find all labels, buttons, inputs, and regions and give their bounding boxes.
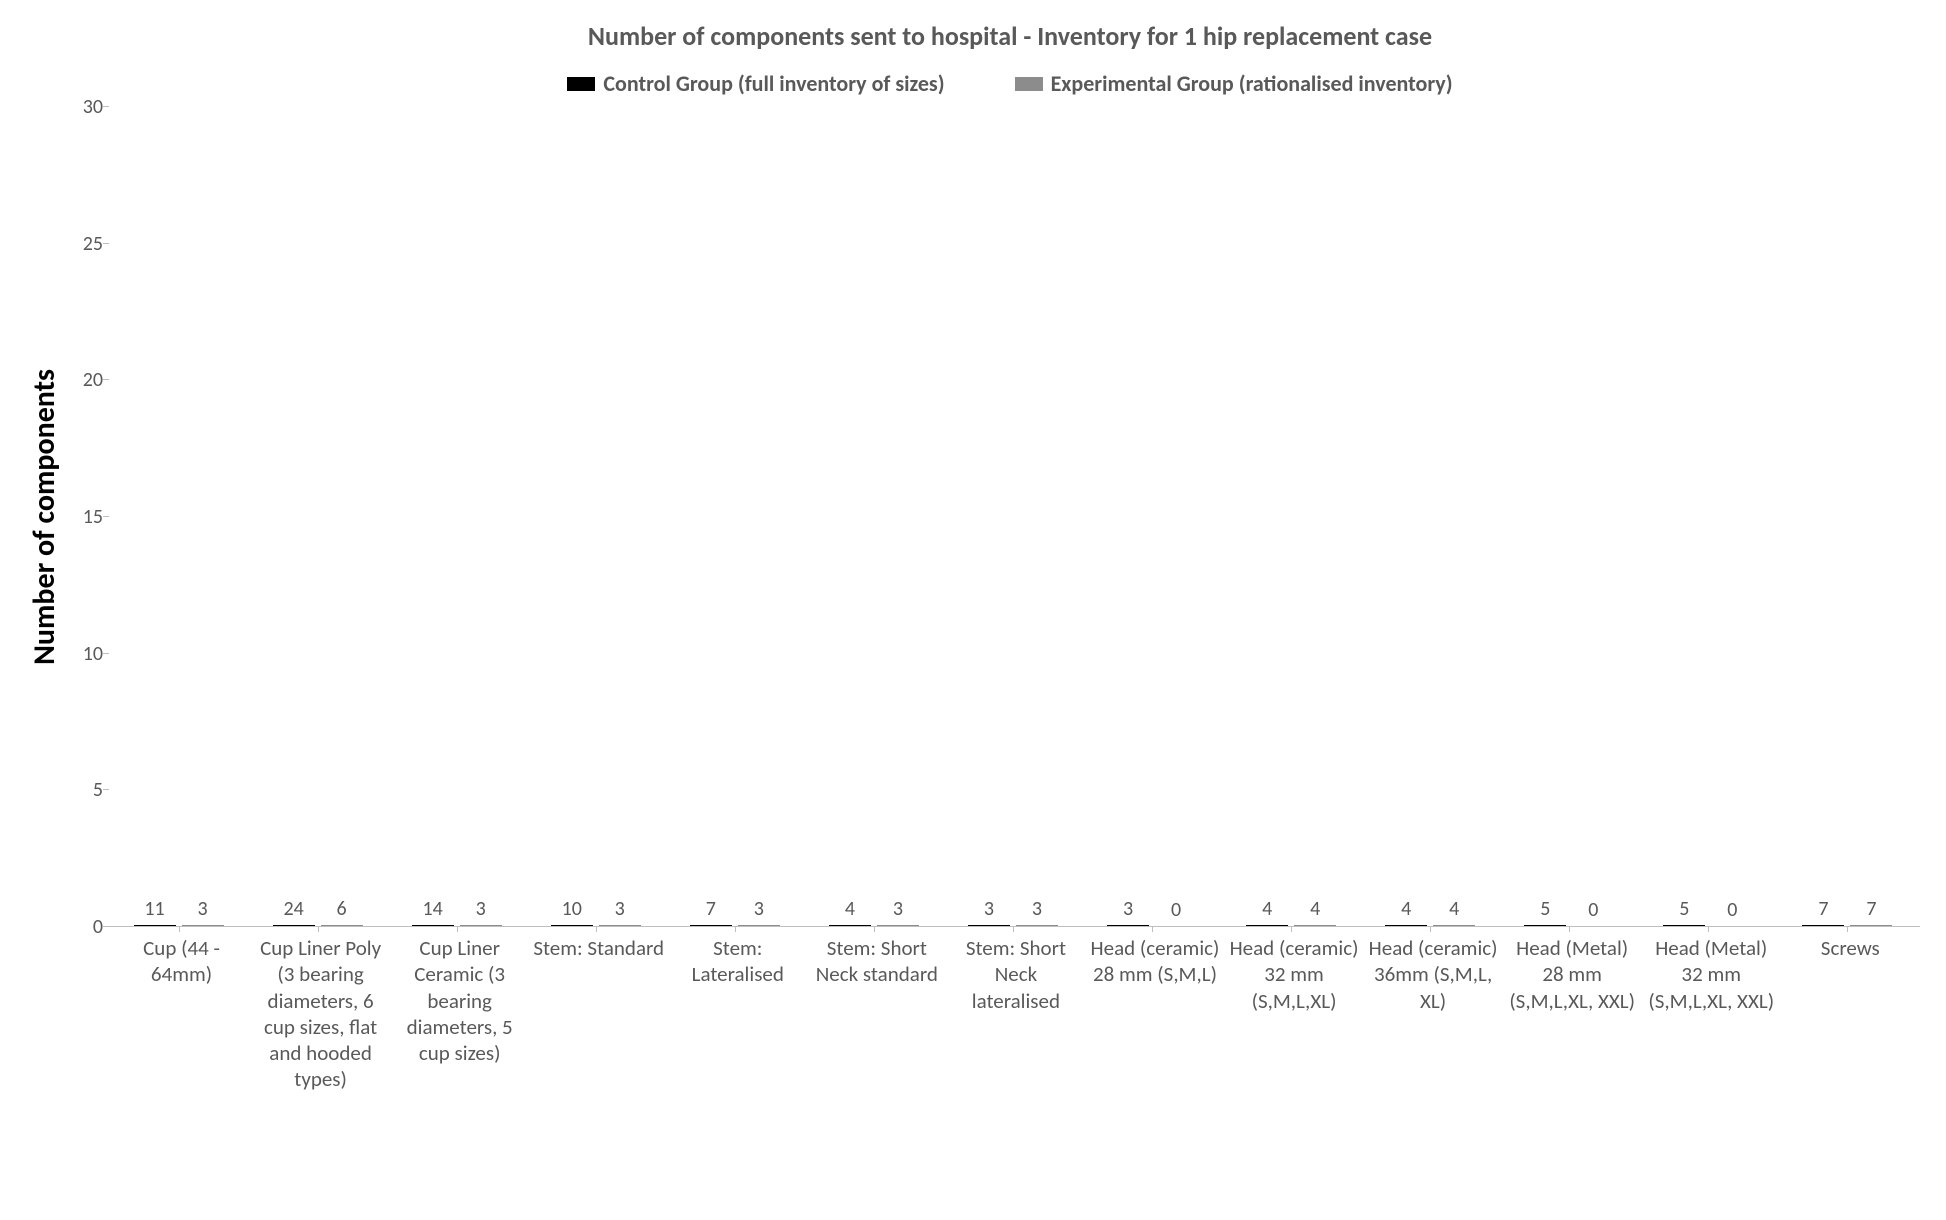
y-tick-label: 5 — [93, 778, 103, 802]
x-axis-labels: Cup (44 - 64mm)Cup Liner Poly (3 bearing… — [112, 927, 1920, 1093]
bar-value-label: 3 — [1123, 897, 1133, 925]
x-axis-label: Cup Liner Ceramic (3 bearing diameters, … — [390, 935, 529, 1093]
bar-experimental: 7 — [1850, 925, 1892, 926]
y-tick-label: 0 — [93, 915, 103, 939]
bar-experimental: 3 — [460, 925, 502, 926]
bar-value-label: 3 — [984, 897, 994, 925]
bar-experimental: 6 — [321, 925, 363, 926]
x-tick-mark — [1708, 926, 1709, 932]
y-axis-label: Number of components — [20, 369, 63, 665]
y-tick-label: 10 — [83, 642, 103, 666]
x-tick-mark — [318, 926, 319, 932]
x-axis-label: Head (ceramic) 28 mm (S,M,L) — [1085, 935, 1224, 1093]
bar-value-label: 4 — [1401, 897, 1411, 925]
x-axis-label: Head (ceramic) 36mm (S,M,L, XL) — [1364, 935, 1503, 1093]
plot: 113246143103734333304444505077 — [109, 107, 1920, 927]
legend: Control Group (full inventory of sizes) … — [100, 70, 1920, 97]
bar-experimental: 3 — [1016, 925, 1058, 926]
x-tick-mark — [874, 926, 875, 932]
bar-value-label: 7 — [1818, 897, 1828, 925]
y-axis: 051015202530 — [63, 107, 109, 927]
bar-control: 4 — [1246, 925, 1288, 926]
y-tick-label: 30 — [83, 95, 103, 119]
x-axis-label: Stem: Short Neck lateralised — [946, 935, 1085, 1093]
y-tick-label: 20 — [83, 368, 103, 392]
bar-control: 10 — [551, 925, 593, 926]
x-tick-mark — [1847, 926, 1848, 932]
bar-experimental: 4 — [1433, 925, 1475, 926]
bar-value-label: 0 — [1171, 898, 1181, 926]
bar-value-label: 7 — [1866, 897, 1876, 925]
bar-value-label: 7 — [706, 897, 716, 925]
bar-value-label: 3 — [476, 897, 486, 925]
bar-value-label: 11 — [144, 897, 164, 925]
x-axis-label: Cup (44 - 64mm) — [112, 935, 251, 1093]
bar-value-label: 0 — [1588, 898, 1598, 926]
bar-control: 14 — [412, 925, 454, 926]
bar-control: 11 — [134, 925, 176, 926]
bar-value-label: 4 — [845, 897, 855, 925]
legend-label-control: Control Group (full inventory of sizes) — [603, 70, 944, 97]
bar-experimental: 4 — [1294, 925, 1336, 926]
y-tick-label: 25 — [83, 232, 103, 256]
x-axis-label: Screws — [1781, 935, 1920, 1093]
bar-value-label: 5 — [1540, 897, 1550, 925]
bar-experimental: 3 — [877, 925, 919, 926]
chart-container: Number of components sent to hospital - … — [20, 20, 1920, 1200]
legend-label-experimental: Experimental Group (rationalised invento… — [1051, 70, 1453, 97]
bar-experimental: 3 — [738, 925, 780, 926]
bar-control: 4 — [829, 925, 871, 926]
x-axis-label: Cup Liner Poly (3 bearing diameters, 6 c… — [251, 935, 390, 1093]
y-tick-label: 15 — [83, 505, 103, 529]
x-tick-mark — [1291, 926, 1292, 932]
legend-item-experimental: Experimental Group (rationalised invento… — [1015, 70, 1453, 97]
bar-value-label: 5 — [1679, 897, 1689, 925]
bar-value-label: 4 — [1262, 897, 1272, 925]
x-tick-mark — [457, 926, 458, 932]
x-axis-label: Stem: Short Neck standard — [807, 935, 946, 1093]
bar-value-label: 24 — [283, 897, 303, 925]
x-tick-mark — [735, 926, 736, 932]
bar-value-label: 3 — [197, 897, 207, 925]
bar-control: 3 — [1107, 925, 1149, 926]
x-axis-label: Head (Metal) 28 mm (S,M,L,XL, XXL) — [1503, 935, 1642, 1093]
bar-control: 24 — [273, 925, 315, 926]
bar-control: 7 — [1802, 925, 1844, 926]
bar-value-label: 14 — [423, 897, 443, 925]
x-tick-mark — [1013, 926, 1014, 932]
x-tick-mark — [1430, 926, 1431, 932]
legend-swatch-experimental — [1015, 77, 1043, 91]
bar-control: 7 — [690, 925, 732, 926]
x-axis-label: Stem: Standard — [529, 935, 668, 1093]
x-tick-mark — [1152, 926, 1153, 932]
bar-value-label: 0 — [1727, 898, 1737, 926]
chart-title: Number of components sent to hospital - … — [100, 20, 1920, 52]
x-tick-mark — [179, 926, 180, 932]
bar-value-label: 3 — [615, 897, 625, 925]
x-tick-mark — [1569, 926, 1570, 932]
plot-area: Number of components 051015202530 113246… — [20, 107, 1920, 927]
bar-value-label: 3 — [754, 897, 764, 925]
legend-item-control: Control Group (full inventory of sizes) — [567, 70, 944, 97]
bar-control: 3 — [968, 925, 1010, 926]
x-axis-label: Stem: Lateralised — [668, 935, 807, 1093]
bar-control: 5 — [1524, 925, 1566, 926]
x-axis-label: Head (Metal) 32 mm (S,M,L,XL, XXL) — [1642, 935, 1781, 1093]
bar-value-label: 3 — [893, 897, 903, 925]
bar-value-label: 6 — [337, 897, 347, 925]
bar-value-label: 3 — [1032, 897, 1042, 925]
bar-experimental: 3 — [182, 925, 224, 926]
legend-swatch-control — [567, 77, 595, 91]
bar-control: 4 — [1385, 925, 1427, 926]
x-axis-label: Head (ceramic) 32 mm (S,M,L,XL) — [1225, 935, 1364, 1093]
bar-value-label: 4 — [1449, 897, 1459, 925]
bar-experimental: 3 — [599, 925, 641, 926]
bar-value-label: 10 — [562, 897, 582, 925]
bar-value-label: 4 — [1310, 897, 1320, 925]
bar-control: 5 — [1663, 925, 1705, 926]
x-tick-mark — [596, 926, 597, 932]
